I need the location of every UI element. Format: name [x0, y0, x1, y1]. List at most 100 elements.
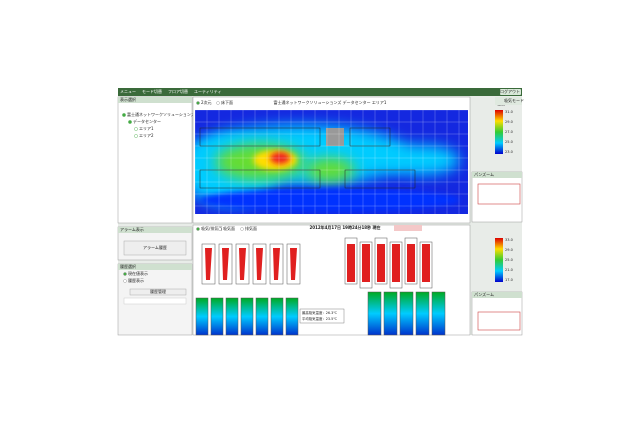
rack-heat	[347, 244, 355, 282]
menu-item[interactable]: メニュー	[120, 89, 136, 94]
pan-panel	[471, 171, 523, 223]
side-title: 吸気モード	[504, 97, 524, 103]
tree-icon	[128, 120, 132, 124]
menu-item[interactable]: ユーティリティ	[194, 88, 222, 94]
history-button[interactable]	[129, 288, 187, 296]
tree-item[interactable]: 富士通ネットワークソリューションズ	[127, 111, 195, 117]
colorbar	[495, 110, 503, 154]
rack	[399, 291, 414, 336]
radio-label[interactable]: 吸気面	[223, 225, 235, 231]
radio-label[interactable]: 現在値表示	[128, 270, 148, 276]
rack-heat	[377, 244, 385, 282]
panel-header	[118, 227, 192, 233]
radio-label[interactable]: 床下面	[221, 99, 233, 105]
radio[interactable]	[216, 101, 220, 105]
legend-label: 29.0	[505, 120, 513, 124]
rack	[255, 297, 269, 336]
radio-label[interactable]: 2次元	[201, 99, 212, 105]
rack-heat	[422, 244, 430, 282]
rack-heat	[205, 248, 212, 280]
rack	[383, 291, 398, 336]
legend-labels: 33.0 29.0 25.0 21.0 17.0	[505, 238, 513, 282]
rack	[210, 297, 224, 336]
menu-item[interactable]: フロア切替	[168, 88, 188, 94]
menu-bar	[118, 88, 522, 96]
heatmap	[195, 110, 468, 214]
rack-heat	[273, 248, 280, 280]
panel-header	[118, 264, 192, 270]
tree-panel	[117, 96, 193, 224]
racks	[195, 237, 446, 336]
rack-heat	[222, 248, 229, 280]
face-options: 吸気/排気面 吸気面 排気面	[196, 225, 257, 231]
radio-label[interactable]: 履歴表示	[128, 277, 144, 283]
legend-label: 33.0	[505, 238, 513, 242]
rack-heat	[290, 248, 297, 280]
rack	[195, 297, 209, 336]
history-button-label[interactable]: 履歴管理	[150, 288, 166, 294]
timestamp: 2012年4月17日 19時24分18秒 現在	[310, 224, 381, 230]
radio[interactable]	[123, 279, 127, 283]
legend-labels: 31.0 29.0 27.0 25.0 23.0	[505, 110, 513, 154]
radio[interactable]	[196, 227, 200, 231]
menu: メニュー モード切替 フロア切替 ユーティリティ	[120, 88, 222, 94]
radio[interactable]	[240, 227, 244, 231]
alarm-button[interactable]	[123, 240, 187, 256]
tree-item[interactable]: エリア1	[139, 126, 154, 131]
rack	[240, 297, 254, 336]
tree-icon	[122, 113, 126, 117]
rack-heat	[392, 244, 400, 282]
rack	[367, 291, 382, 336]
pan-frame	[477, 311, 521, 331]
status	[394, 225, 422, 231]
rack	[285, 297, 299, 336]
legend-label: 29.0	[505, 248, 513, 252]
menu-item[interactable]: モード切替	[142, 88, 162, 94]
tooltip-line: 最高吸気温度：26.3℃	[302, 310, 337, 315]
logout[interactable]: ログアウト	[500, 88, 520, 94]
input[interactable]	[123, 297, 187, 305]
rack-heat	[362, 244, 370, 282]
logout-button[interactable]	[500, 89, 521, 95]
alarm-button-label[interactable]: アラーム履歴	[143, 244, 167, 250]
rack-heat	[407, 244, 415, 282]
rack	[431, 291, 446, 336]
radio-label[interactable]: 排気面	[245, 225, 257, 231]
heatmap-title: 富士通ネットワークソリューションズ データセンター エリア1	[274, 99, 387, 105]
radio[interactable]	[123, 272, 127, 276]
radio[interactable]	[196, 101, 200, 105]
legend-label: 25.0	[505, 140, 513, 144]
panel-title: アラーム表示	[120, 226, 144, 232]
colorbar	[495, 238, 503, 282]
panel-header	[472, 172, 522, 178]
side-header	[495, 97, 522, 105]
tree-icon	[134, 127, 138, 131]
pan-title: パンズーム	[474, 291, 494, 297]
pan-frame	[477, 183, 521, 205]
legend-label: 23.0	[505, 150, 513, 154]
panel-header	[472, 292, 522, 298]
tooltip	[299, 308, 345, 324]
radio[interactable]	[218, 227, 222, 231]
rack	[415, 291, 430, 336]
tooltip-line: 平均吸気温度：23.5℃	[302, 316, 337, 321]
rack	[270, 297, 284, 336]
tree-item[interactable]: エリア2	[139, 133, 154, 138]
legend-label: 31.0	[505, 110, 513, 114]
radio-label[interactable]: 吸気/排気面	[201, 225, 222, 231]
view-options: 2次元 床下面	[196, 99, 233, 105]
panel-header	[118, 97, 192, 103]
pan-title: パンズーム	[474, 171, 494, 177]
tree-item[interactable]: データセンター	[133, 118, 161, 124]
panel-title: 表示選択	[120, 96, 136, 102]
rack	[225, 297, 239, 336]
legend-label: 21.0	[505, 268, 513, 272]
legend-label: 25.0	[505, 258, 513, 262]
rack-heat	[256, 248, 263, 280]
legend-label: 17.0	[505, 278, 513, 282]
rack-heat	[239, 248, 246, 280]
tree-icon	[134, 134, 138, 138]
